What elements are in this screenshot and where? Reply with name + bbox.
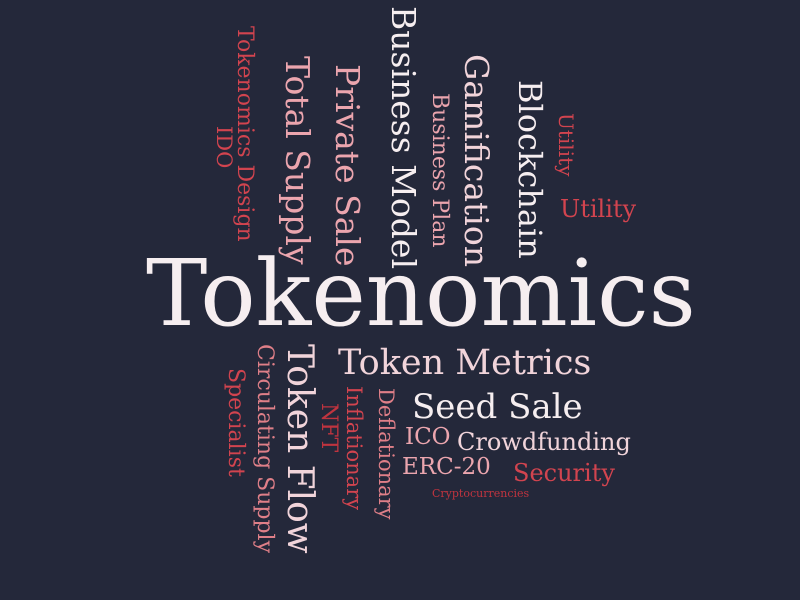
word-business-plan: Business Plan (427, 93, 452, 248)
word-private-sale: Private Sale (328, 64, 367, 267)
word-tokenomics: Tokenomics (146, 240, 696, 347)
word-token-metrics: Token Metrics (338, 343, 592, 383)
word-ido: IDO (212, 126, 236, 169)
word-tokenomics-design: Tokenomics Design (232, 26, 257, 242)
word-deflationary: Deflationary (374, 388, 398, 520)
word-inflationary: Inflationary (342, 386, 366, 511)
word-circulating-supply: Circulating Supply (252, 344, 277, 554)
word-gamification: Gamification (457, 54, 496, 267)
word-business-model: Business Model (384, 6, 423, 270)
word-erc-20: ERC-20 (402, 454, 491, 480)
word-specialist: Specialist (223, 368, 248, 477)
word-total-supply: Total Supply (278, 56, 317, 265)
word-seed-sale: Seed Sale (412, 387, 583, 427)
word-blockchain: Blockchain (511, 80, 549, 259)
word-token-flow: Token Flow (279, 344, 320, 554)
word-ico: ICO (405, 424, 451, 450)
word-cryptocurrencies: Cryptocurrencies (432, 487, 530, 500)
word-crowdfunding: Crowdfunding (457, 428, 631, 456)
word-utility-vertical: Utility (554, 113, 578, 177)
word-security: Security (513, 459, 615, 487)
word-utility: Utility (560, 195, 637, 223)
word-nft: NFT (316, 403, 341, 453)
